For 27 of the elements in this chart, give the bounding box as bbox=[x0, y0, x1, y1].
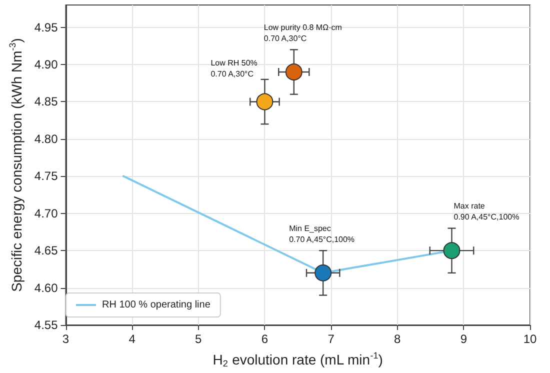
x-tick-label: 7 bbox=[328, 332, 335, 346]
y-axis-title: Specific energy consumption (kWh Nm-3) bbox=[8, 38, 24, 292]
y-tick-label: 4.95 bbox=[34, 20, 58, 34]
annotation: Max rate 0.90 A,45°C,100% bbox=[454, 202, 520, 222]
x-tick-label: 4 bbox=[128, 332, 136, 346]
y-tick-label: 4.80 bbox=[34, 132, 58, 146]
x-tick-label: 6 bbox=[261, 332, 268, 346]
x-tick-label: 10 bbox=[523, 332, 537, 346]
y-tick-label: 4.55 bbox=[34, 318, 58, 332]
annotation: Low purity 0.8 MΩ·cm 0.70 A,30°C bbox=[264, 22, 342, 43]
x-tick-label: 5 bbox=[195, 332, 202, 346]
point bbox=[285, 63, 302, 80]
x-tick-label: 3 bbox=[62, 332, 70, 346]
y-tick-label: 4.65 bbox=[34, 244, 58, 258]
point bbox=[256, 93, 274, 110]
annotation: Min E_spec 0.70 A,45°C,100% bbox=[289, 224, 355, 244]
x-tick-label: 9 bbox=[460, 332, 468, 346]
x-tick-label: 8 bbox=[394, 332, 402, 346]
annotation: Low RH 50% 0.70 A,30°C bbox=[210, 58, 258, 79]
point bbox=[443, 242, 460, 260]
point bbox=[314, 264, 332, 282]
legend-label: RH 100 % operating line bbox=[102, 300, 211, 310]
y-tick-label: 4.75 bbox=[34, 169, 58, 184]
y-tick-label: 4.60 bbox=[34, 280, 58, 295]
y-tick-label: 4.90 bbox=[34, 58, 58, 72]
y-tick-label: 4.70 bbox=[34, 206, 58, 220]
y-tick-label: 4.85 bbox=[34, 94, 58, 109]
